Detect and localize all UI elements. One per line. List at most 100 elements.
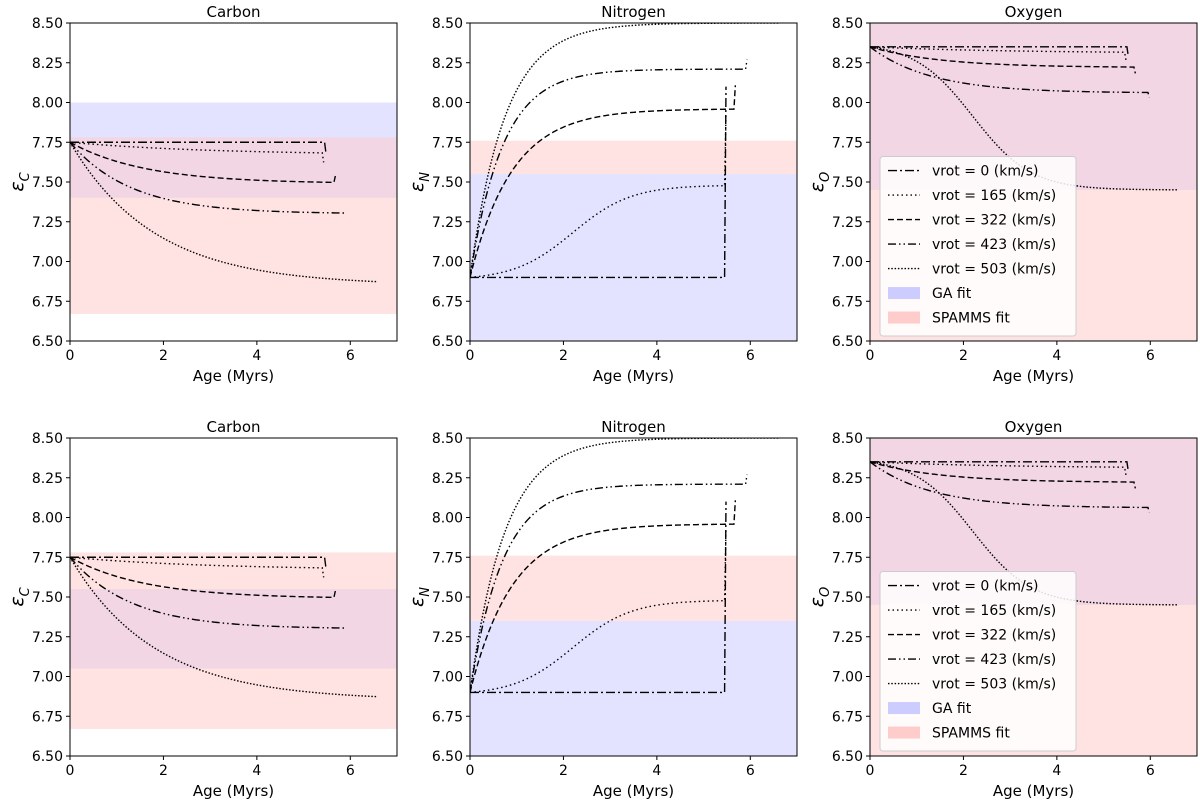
y-tick-label: 7.50 [432,590,463,606]
y-tick-label: 7.50 [432,175,463,191]
x-axis-label: Age (Myrs) [593,367,674,385]
y-tick-label: 7.50 [32,590,63,606]
y-tick-label: 8.00 [32,96,63,112]
panel-1: 6.50 6.75 7.00 7.25 7.50 7.75 8.00 8.25 8.50 0 2 4 6… [6,3,398,385]
y-tick-label: 8.25 [432,56,463,72]
y-tick-label: 7.75 [32,550,63,566]
y-tick-label: 7.00 [32,670,63,686]
series-line-3 [470,85,737,278]
x-tick-label: 2 [159,348,168,364]
ga-fit-band [470,620,797,756]
legend-entry-label: vrot = 165 (km/s) [932,603,1056,619]
x-tick-label: 2 [559,763,568,779]
y-tick-label: 8.50 [32,16,63,32]
y-tick-label: 6.75 [432,294,463,310]
y-tick-label: 7.25 [832,215,863,231]
y-tick-label: 6.75 [32,294,63,310]
x-axis-label: Age (Myrs) [193,367,274,385]
panel-title: Carbon [206,3,260,21]
x-tick-label: 4 [1052,348,1061,364]
panel-title: Oxygen [1005,3,1063,21]
y-tick-label: 6.75 [432,709,463,725]
y-tick-label: 7.00 [832,670,863,686]
y-tick-label: 7.50 [832,175,863,191]
series-line-4 [70,556,345,629]
y-tick-label: 6.75 [832,294,863,310]
y-tick-label: 6.75 [832,709,863,725]
x-tick-label: 0 [466,763,475,779]
x-axis-label: Age (Myrs) [993,782,1074,800]
panel-4: 6.50 6.75 7.00 7.25 7.50 7.75 8.00 8.25 8.50 0 2 4 6… [6,418,398,800]
legend-entry-label: vrot = 503 (km/s) [932,262,1056,278]
y-tick-label: 8.25 [32,56,63,72]
y-tick-label: 7.00 [32,255,63,271]
legend-band-swatch [888,702,920,715]
series-line-4 [870,46,1151,98]
x-tick-label: 0 [866,348,875,364]
y-axis-label: εN [406,172,433,192]
x-tick-label: 2 [959,763,968,779]
series-line-1 [70,556,327,569]
y-axis-label: εO [806,587,833,608]
y-tick-label: 6.50 [32,749,63,765]
y-tick-label: 7.25 [32,215,63,231]
series-line-4 [870,461,1151,513]
panel-2: 6.50 6.75 7.00 7.25 7.50 7.75 8.00 8.25 8.50 0 2 4 6… [406,3,798,385]
x-tick-label: 0 [866,763,875,779]
y-tick-label: 6.50 [432,749,463,765]
panel-title: Oxygen [1005,418,1063,436]
legend-entry-label: vrot = 423 (km/s) [932,652,1056,668]
y-tick-label: 8.00 [32,511,63,527]
series-line-1 [470,501,727,694]
y-tick-label: 7.75 [832,550,863,566]
y-tick-label: 8.25 [832,56,863,72]
y-tick-label: 7.75 [432,550,463,566]
x-tick-label: 0 [66,348,75,364]
legend-box [879,156,1077,337]
series-line-3 [870,461,1137,489]
y-tick-label: 8.00 [432,96,463,112]
x-tick-label: 4 [652,763,661,779]
x-tick-label: 0 [466,348,475,364]
legend-band-swatch [888,287,920,300]
x-tick-label: 6 [346,763,355,779]
y-tick-label: 7.00 [832,255,863,271]
x-tick-label: 6 [746,348,755,364]
series-line-3 [470,500,737,693]
legend-box [879,571,1077,752]
spamms-fit-band [470,140,797,175]
legend-entry-label: vrot = 503 (km/s) [932,677,1056,693]
y-tick-label: 7.50 [832,590,863,606]
y-tick-label: 7.50 [32,175,63,191]
series-line-3 [870,46,1137,74]
y-tick-label: 7.75 [32,135,63,151]
y-tick-label: 7.75 [432,135,463,151]
panel-title: Nitrogen [601,418,666,436]
series-line-1 [470,86,727,279]
y-tick-label: 7.25 [832,630,863,646]
y-tick-label: 8.50 [432,16,463,32]
y-tick-label: 6.50 [432,334,463,350]
y-tick-label: 8.00 [432,511,463,527]
x-tick-label: 6 [746,763,755,779]
legend-band-label: SPAMMS fit [932,311,1010,327]
spamms-fit-band [470,555,797,621]
spamms-fit-band [70,137,397,314]
panel-title: Carbon [206,418,260,436]
legend-entry-label: vrot = 165 (km/s) [932,188,1056,204]
y-tick-label: 7.00 [432,255,463,271]
x-tick-label: 4 [252,348,261,364]
y-tick-label: 8.00 [832,96,863,112]
series-line-5 [470,438,780,693]
x-tick-label: 6 [346,348,355,364]
legend-entry-label: vrot = 0 (km/s) [932,164,1038,180]
y-tick-label: 6.75 [32,709,63,725]
y-tick-label: 7.25 [432,630,463,646]
x-axis-label: Age (Myrs) [193,782,274,800]
x-tick-label: 4 [652,348,661,364]
series-line-1 [70,141,327,154]
y-tick-label: 6.50 [32,334,63,350]
series-line-5 [70,556,378,698]
y-tick-label: 8.50 [432,431,463,447]
